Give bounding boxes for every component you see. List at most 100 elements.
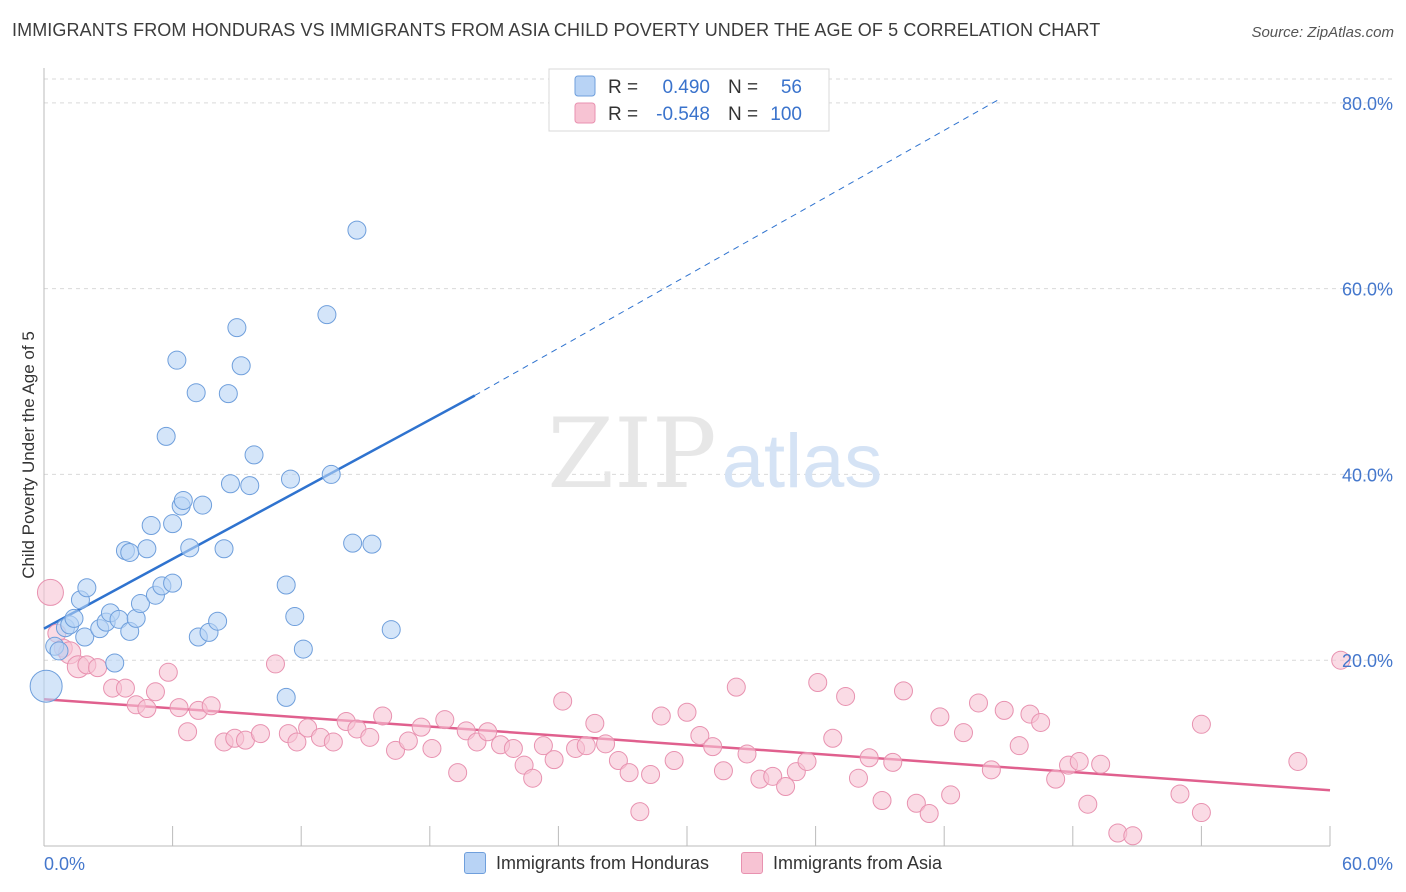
point-asia [981,760,1001,780]
point-asia [1170,784,1190,804]
trendline-honduras [43,394,476,630]
point-asia [158,662,178,682]
point-asia [664,751,684,771]
y-tick-label: 20.0% [1342,651,1393,671]
point-asia [145,682,165,702]
stats-n-label-asia: N = [728,104,758,125]
point-asia [968,693,988,713]
point-honduras [293,639,313,659]
point-asia [1031,712,1051,732]
point-honduras [137,539,157,559]
point-asia [298,718,318,738]
point-asia [776,777,796,797]
point-honduras [276,687,296,707]
source-label: Source: ZipAtlas.com [1251,24,1394,41]
x-tick-label: 0.0% [44,854,85,874]
point-honduras [163,514,183,534]
y-axis-label: Child Poverty Under the Age of 5 [19,331,38,579]
trend-lines [43,99,1331,792]
point-asia [919,803,939,823]
point-asia [137,699,157,719]
point-honduras [244,445,264,465]
point-asia [953,723,973,743]
point-asia [1069,751,1089,771]
point-asia [1123,826,1143,846]
x-tick-label: 60.0% [1342,854,1393,874]
point-asia [169,698,189,718]
stats-r-label-asia: R = [608,104,638,125]
point-asia [503,738,523,758]
point-asia [713,761,733,781]
point-honduras [77,578,97,598]
stats-swatch-honduras [574,75,596,97]
point-honduras [29,669,63,703]
point-asia [115,678,135,698]
watermark: ZIP atlas [547,398,882,510]
point-asia [323,732,343,752]
point-asia [836,686,856,706]
point-asia [576,736,596,756]
y-tick-label: 40.0% [1342,465,1393,485]
point-asia [859,748,879,768]
point-honduras [343,533,363,553]
stats-swatch-asia [574,102,596,124]
legend-item-asia[interactable]: Immigrants from Asia [741,852,942,874]
point-honduras [163,573,183,593]
point-honduras [173,490,193,510]
point-asia [1046,769,1066,789]
point-asia [178,722,198,742]
point-asia [994,700,1014,720]
point-honduras [347,220,367,240]
point-asia [523,768,543,788]
point-honduras [49,641,69,661]
legend-label-asia: Immigrants from Asia [773,852,943,873]
point-asia [533,736,553,756]
point-asia [872,790,892,810]
trendline-honduras-extension [474,99,999,396]
point-asia [1091,754,1111,774]
point-honduras [220,474,240,494]
point-asia [906,793,926,813]
point-asia [287,732,307,752]
point-asia [941,785,961,805]
point-asia [823,728,843,748]
stats-n-label-honduras: N = [728,77,758,98]
point-honduras [321,464,341,484]
legend-swatch-asia [741,852,764,874]
point-honduras [231,356,251,376]
point-asia [797,751,817,771]
legend-label-honduras: Immigrants from Honduras [495,852,710,873]
point-asia [36,578,64,606]
point-asia [690,725,710,745]
point-honduras [156,426,176,446]
stats-legend: R = 0.490 N = 56 R = -0.548 N = 100 [548,68,830,132]
series-legend: Immigrants from Honduras Immigrants from… [0,852,1406,874]
point-honduras [64,608,84,628]
chart-title: IMMIGRANTS FROM HONDURAS VS IMMIGRANTS F… [12,20,1101,40]
point-asia [619,763,639,783]
point-honduras [75,627,95,647]
point-honduras [362,534,382,554]
point-asia [422,738,442,758]
stats-n-value-honduras: 56 [781,77,802,98]
point-honduras [240,476,260,496]
y-tick-label: 80.0% [1342,94,1393,114]
point-honduras [276,575,296,595]
point-honduras [218,384,238,404]
point-asia [630,802,650,822]
point-asia [1191,714,1211,734]
stats-r-value-asia: -0.548 [656,104,710,125]
point-asia [544,750,564,770]
point-asia [585,713,605,733]
point-asia [651,706,671,726]
point-asia [398,731,418,751]
axes [43,68,1331,847]
legend-item-honduras[interactable]: Immigrants from Honduras [463,852,710,874]
point-asia [641,764,661,784]
point-asia [608,751,628,771]
point-honduras [193,495,213,515]
point-asia [250,724,270,744]
point-honduras [180,538,200,558]
y-tick-label: 60.0% [1342,280,1393,300]
